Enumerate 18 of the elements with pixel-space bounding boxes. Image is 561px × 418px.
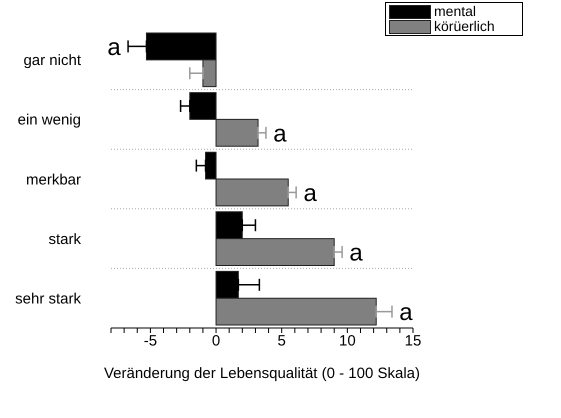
legend-label: körüerlich	[434, 18, 495, 34]
x-tick-label: 5	[278, 332, 286, 350]
annotation: a	[303, 180, 318, 208]
annotation: a	[107, 34, 122, 61]
annotation: a	[399, 299, 414, 326]
annotation: a	[273, 120, 288, 148]
x-tick-label: 0	[212, 332, 220, 350]
annotation: a	[349, 240, 364, 267]
y-tick-label: merkbar	[26, 171, 81, 188]
y-tick-label: ein wenig	[18, 112, 81, 129]
y-tick-label: sehr stark	[15, 290, 82, 308]
x-axis-title: Veränderung der Lebensqualität (0 - 100 Skala)	[104, 365, 420, 382]
legend-label: mental	[434, 3, 476, 19]
y-tick-label: stark	[48, 230, 82, 248]
x-tick-label: 15	[404, 332, 422, 350]
y-tick-label: gar nicht	[23, 52, 82, 70]
x-tick-label: 10	[339, 332, 356, 350]
x-tick-label: -5	[144, 332, 158, 350]
